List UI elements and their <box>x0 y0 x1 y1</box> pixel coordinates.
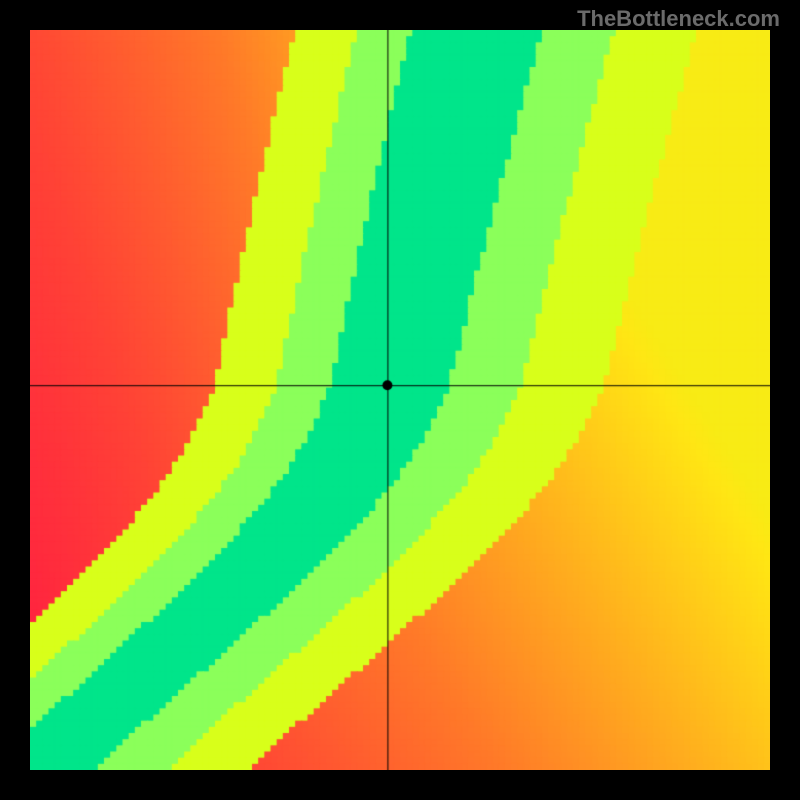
chart-container: { "watermark": "TheBottleneck.com", "cha… <box>0 0 800 800</box>
bottleneck-heatmap <box>30 30 770 770</box>
watermark-text: TheBottleneck.com <box>577 6 780 32</box>
